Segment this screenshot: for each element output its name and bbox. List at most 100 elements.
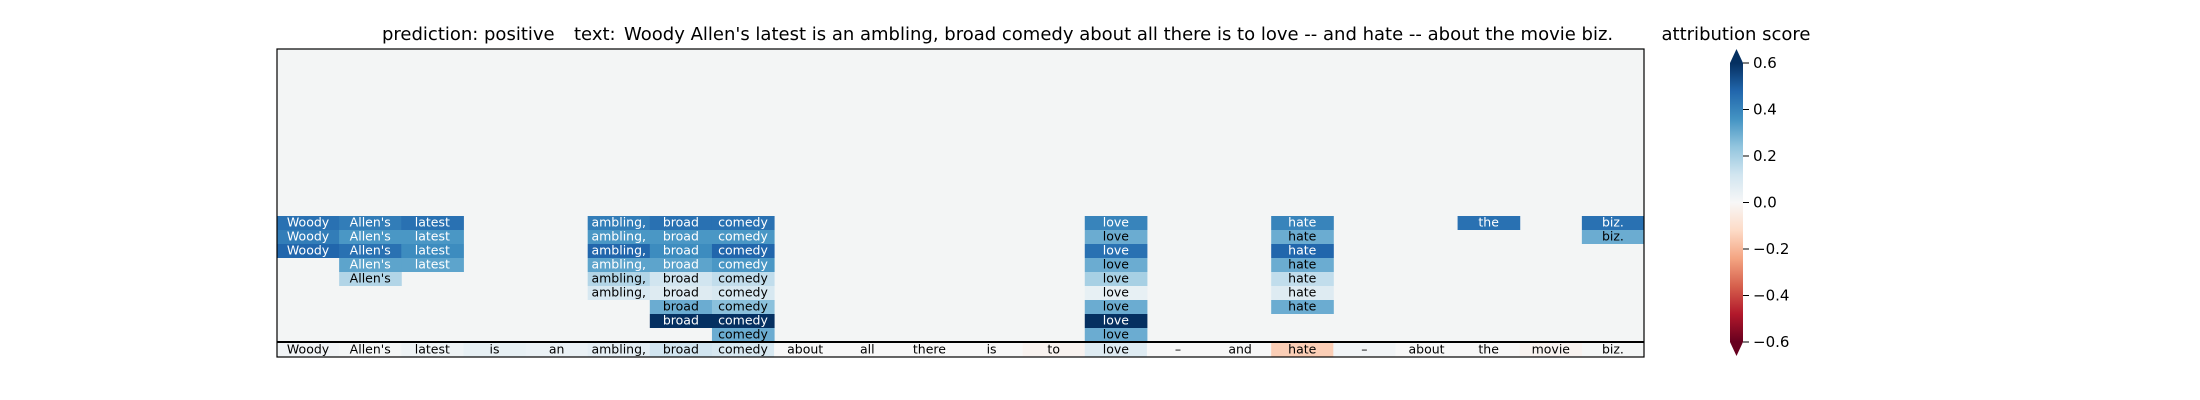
attribution-label: comedy [718,285,768,300]
attribution-label: Allen's [350,257,391,272]
attribution-label: broad [663,229,699,244]
token-cell [1146,343,1210,357]
colorbar-extend-bottom [1730,342,1743,356]
attribution-label: biz. [1602,215,1624,230]
token-cell [1084,343,1148,357]
attribution-label: ambling, [591,271,646,286]
token-cell [1022,343,1086,357]
attribution-label: Allen's [350,271,391,286]
colorbar-gradient [1730,63,1743,342]
prediction-value: positive [484,24,555,45]
token-cell [1395,343,1459,357]
attribution-cell [649,216,713,230]
colorbar-tick-label: 0.6 [1753,54,1777,72]
attribution-label: Allen's [350,243,391,258]
token-label: there [913,342,946,357]
token-cell [1581,343,1645,357]
token-label: comedy [718,342,768,357]
attribution-cell [339,216,402,230]
attribution-label: hate [1288,215,1316,230]
attribution-label: the [1478,215,1499,230]
text-label: text: [574,24,616,45]
token-label: ambling, [591,342,646,357]
attribution-cell [1084,258,1148,272]
token-cell [774,343,837,357]
attribution-cell [1084,244,1148,258]
colorbar-tick-label: −0.6 [1753,333,1789,351]
attribution-label: latest [415,215,450,230]
attribution-cell [401,244,464,258]
attribution-label: love [1103,327,1130,342]
attribution-label: hate [1288,243,1316,258]
token-cell [649,343,713,357]
token-cell [587,343,651,357]
token-label: to [1047,342,1060,357]
attribution-cell [401,230,464,244]
attribution-label: comedy [718,243,768,258]
attribution-cell [1084,230,1148,244]
colorbar-ticks: 0.6 0.4 0.2 0.0 −0.2 −0.4 −0.6 [1743,54,1789,351]
attribution-label: love [1103,243,1130,258]
attribution-cell [1271,272,1334,286]
token-label: about [787,342,823,357]
attribution-cell [277,216,340,230]
attribution-cell [649,230,713,244]
token-cell [1333,343,1396,357]
attribution-cell [277,244,340,258]
attribution-label: hate [1288,285,1316,300]
attribution-cell [1084,286,1148,300]
attribution-label: love [1103,257,1130,272]
attribution-label: comedy [718,257,768,272]
token-label: movie [1532,342,1571,357]
token-cell [401,343,464,357]
token-cell [1209,343,1272,357]
attribution-label: latest [415,229,450,244]
attribution-label: Allen's [350,229,391,244]
token-label: is [489,342,499,357]
attribution-label: Allen's [350,215,391,230]
token-cell [1519,343,1583,357]
attribution-label: love [1103,313,1130,328]
attribution-label: comedy [718,271,768,286]
attribution-cell [587,230,651,244]
token-label: latest [415,342,450,357]
attribution-cell [649,300,713,314]
attribution-cell [1084,314,1148,328]
attribution-cell [1457,216,1521,230]
attribution-cell [587,272,651,286]
attribution-cell [339,230,402,244]
colorbar-tick-label: 0.2 [1753,147,1777,165]
attribution-cell [711,244,775,258]
attribution-label: love [1103,229,1130,244]
attribution-label: comedy [718,299,768,314]
attribution-label: broad [663,299,699,314]
attribution-label: ambling, [591,285,646,300]
token-label: the [1478,342,1499,357]
attribution-cell [711,286,775,300]
token-label: hate [1288,342,1316,357]
attribution-cell [401,258,464,272]
attribution-cell [649,286,713,300]
attribution-label: Woody [287,243,330,258]
attribution-label: Woody [287,215,330,230]
attribution-cell [339,258,402,272]
token-label: love [1103,342,1130,357]
colorbar-tick-label: 0.4 [1753,101,1777,119]
colorbar-extend-top [1730,49,1743,63]
attribution-label: broad [663,257,699,272]
token-label: biz. [1602,342,1624,357]
attribution-cell [339,272,402,286]
token-label: an [549,342,565,357]
attribution-label: broad [663,243,699,258]
attribution-label: latest [415,243,450,258]
attribution-cell [711,230,775,244]
attribution-cell [1271,216,1334,230]
attribution-label: love [1103,215,1130,230]
prediction-label: prediction: [382,24,478,45]
attribution-cell [1271,300,1334,314]
attribution-label: latest [415,257,450,272]
token-cell [960,343,1024,357]
token-label: is [987,342,997,357]
attribution-cell [711,300,775,314]
